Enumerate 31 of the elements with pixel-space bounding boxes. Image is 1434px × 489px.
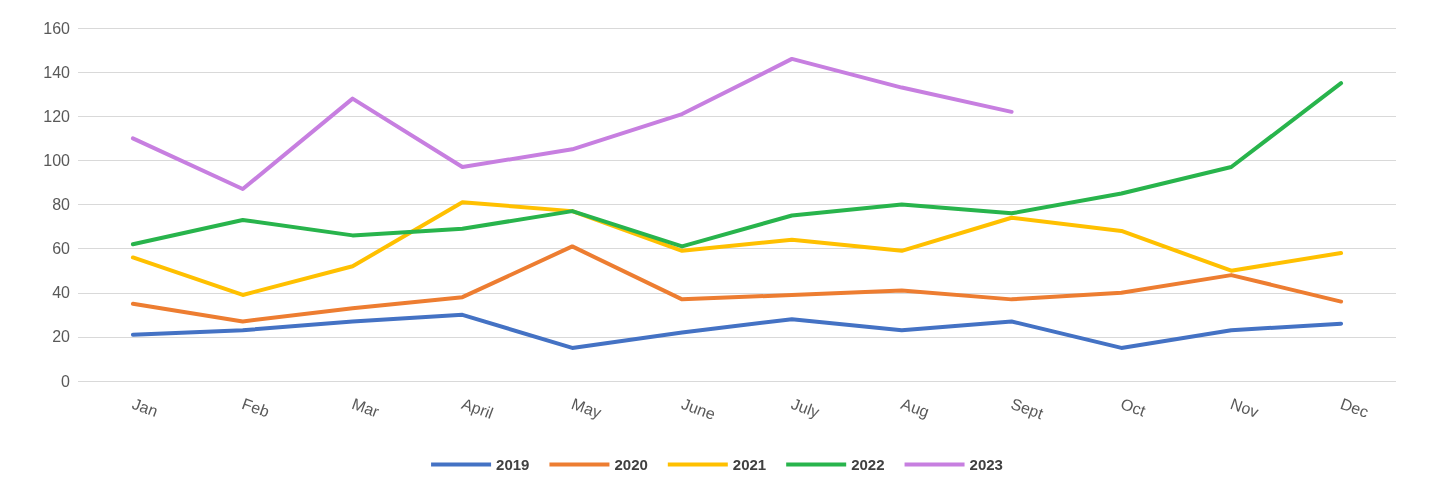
legend-label: 2022 bbox=[851, 456, 885, 473]
y-tick-label: 20 bbox=[52, 328, 71, 346]
x-tick-label: Oct bbox=[1118, 395, 1149, 420]
legend-label: 2020 bbox=[614, 456, 648, 473]
legend-label: 2021 bbox=[732, 456, 767, 473]
y-tick-label: 100 bbox=[43, 151, 71, 169]
legend-label: 2019 bbox=[496, 456, 530, 473]
x-tick-label: June bbox=[679, 395, 718, 423]
y-tick-label: 60 bbox=[52, 240, 71, 258]
x-tick-label: Aug bbox=[898, 395, 932, 421]
x-tick-label: Sept bbox=[1008, 395, 1046, 423]
x-tick-label: July bbox=[789, 395, 822, 421]
x-tick-label: April bbox=[459, 395, 496, 422]
line-series bbox=[130, 81, 1344, 249]
x-tick-label: Mar bbox=[349, 395, 383, 421]
y-tick-label: 0 bbox=[61, 372, 71, 390]
y-tick-label: 80 bbox=[52, 196, 71, 213]
line-series bbox=[130, 56, 1014, 192]
x-tick-label: Dec bbox=[1338, 395, 1371, 421]
x-tick-label: Jan bbox=[130, 395, 161, 420]
x-tick-label: May bbox=[569, 395, 604, 422]
line-series bbox=[130, 312, 1344, 350]
y-tick-label: 140 bbox=[43, 63, 71, 81]
line-series bbox=[130, 244, 1344, 324]
y-tick-label: 40 bbox=[52, 284, 71, 302]
x-tick-label: Nov bbox=[1228, 395, 1261, 421]
legend-label: 2023 bbox=[969, 456, 1003, 473]
line-series bbox=[130, 200, 1344, 297]
x-tick-label: Feb bbox=[239, 395, 272, 421]
y-tick-label: 120 bbox=[43, 107, 71, 125]
y-tick-label: 160 bbox=[43, 19, 71, 37]
